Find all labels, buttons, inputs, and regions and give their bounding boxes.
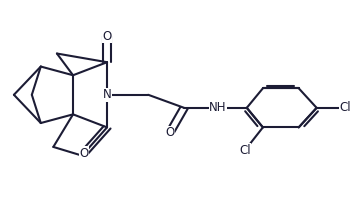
Text: NH: NH [209,101,227,114]
Text: Cl: Cl [239,144,251,157]
Text: O: O [79,147,88,160]
Text: N: N [103,88,112,101]
Text: O: O [165,126,174,139]
Text: Cl: Cl [339,101,351,114]
Text: O: O [103,30,112,43]
